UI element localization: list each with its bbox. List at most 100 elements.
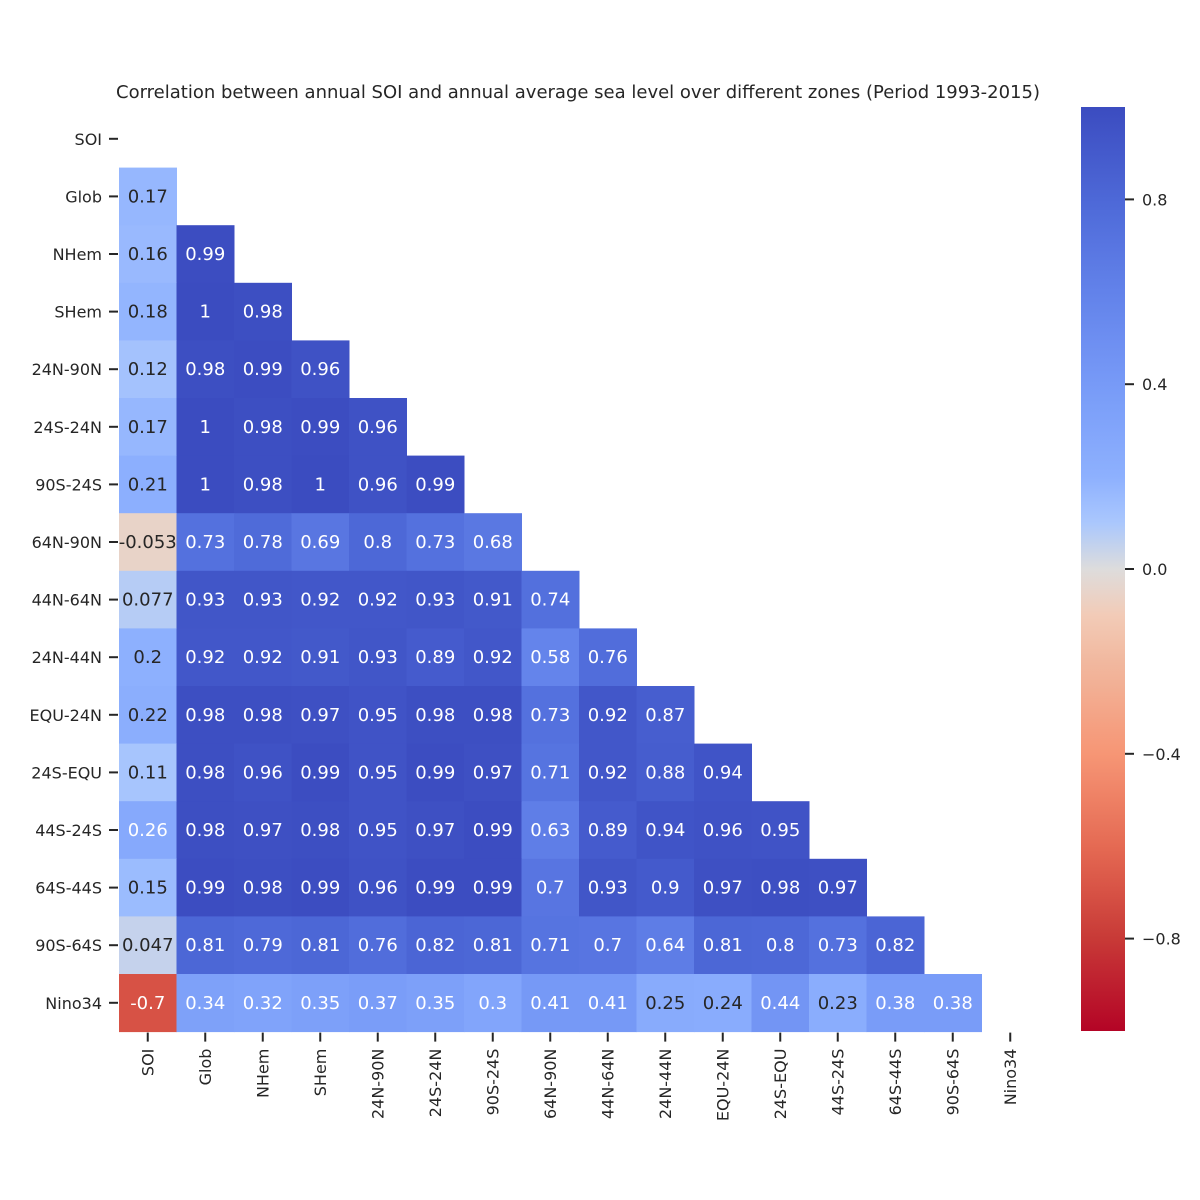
- heatmap-cell: [636, 858, 695, 917]
- y-tick-label: 64N-90N: [32, 533, 102, 552]
- y-tick-label: SHem: [54, 303, 102, 322]
- x-axis: SOI Glob NHem SHem 24N-90N 24S-24N 90S-24S 64N-…: [139, 1032, 1020, 1122]
- y-tick-label: 44S-24S: [35, 821, 102, 840]
- heatmap-cell: [176, 225, 235, 284]
- cell-value-label: 0.44: [760, 993, 800, 1014]
- heatmap-cell: [176, 801, 235, 860]
- cell-value-label: 0.96: [300, 359, 340, 380]
- cell-value-label: 0.21: [128, 474, 168, 495]
- heatmap-cell: [291, 398, 350, 457]
- heatmap-cell: [234, 801, 292, 860]
- cell-value-label: 0.37: [358, 993, 398, 1014]
- chart-title: Correlation between annual SOI and annua…: [116, 82, 1040, 103]
- cell-value-label: 0.9: [651, 878, 680, 899]
- cell-value-label: 0.97: [300, 705, 340, 726]
- colorbar-tick-label: 0.4: [1142, 375, 1167, 394]
- cell-value-label: 1: [200, 474, 211, 495]
- cell-value-label: 0.97: [243, 820, 283, 841]
- heatmap-cell: [694, 974, 752, 1033]
- cell-value-label: 0.74: [530, 590, 570, 611]
- heatmap-cell: [521, 858, 580, 917]
- heatmap-cell: [291, 858, 350, 917]
- x-tick-label: 44S-24S: [829, 1049, 848, 1116]
- y-tick-label: 90S-24S: [35, 475, 102, 494]
- heatmap-cell: [406, 570, 465, 629]
- heatmap-cell: [694, 801, 752, 860]
- heatmap-cell: [636, 801, 695, 860]
- cell-value-label: 0.8: [766, 935, 795, 956]
- colorbar-tick-label: −0.4: [1142, 745, 1181, 764]
- cell-value-label: 0.71: [530, 762, 570, 783]
- x-tick-label: SOI: [139, 1049, 158, 1076]
- cell-value-label: 0.95: [358, 820, 398, 841]
- cell-value-label: 0.93: [588, 878, 628, 899]
- cell-value-label: 1: [315, 474, 326, 495]
- y-tick-label: 64S-44S: [35, 879, 102, 898]
- heatmap-cell: [234, 398, 292, 457]
- cell-value-label: 0.98: [185, 705, 225, 726]
- heatmap-cell: [349, 858, 407, 917]
- heatmap-cell: [119, 570, 177, 629]
- cell-value-label: 1: [200, 302, 211, 323]
- heatmap-cell: [866, 916, 925, 975]
- heatmap-cell: [406, 743, 465, 802]
- heatmap-cell: [176, 858, 235, 917]
- cell-value-label: 0.99: [473, 820, 513, 841]
- heatmap-cell: [176, 398, 235, 457]
- heatmap-cell: [349, 801, 407, 860]
- colorbar: 0.8 0.4 0.0 −0.4 −0.8: [1081, 107, 1181, 1031]
- heatmap-cell: [176, 743, 235, 802]
- cell-value-label: 0.92: [300, 590, 340, 611]
- cell-value-label: 0.35: [300, 993, 340, 1014]
- heatmap-cell: [464, 570, 522, 629]
- heatmap-cell: [406, 513, 465, 572]
- cell-value-label: 0.81: [473, 935, 513, 956]
- heatmap-cell: [176, 628, 235, 687]
- heatmap-cell: [119, 974, 177, 1033]
- y-tick-label: 24S-EQU: [31, 763, 102, 782]
- heatmap-cell: [119, 743, 177, 802]
- x-tick-label: 90S-24S: [484, 1049, 503, 1116]
- cell-value-label: 0.32: [243, 993, 283, 1014]
- cell-value-label: 0.077: [122, 590, 174, 611]
- y-tick-label: Nino34: [45, 994, 102, 1013]
- x-tick-label: EQU-24N: [714, 1049, 733, 1122]
- cell-value-label: 0.92: [473, 647, 513, 668]
- heatmap-cell: [579, 628, 637, 687]
- cell-value-label: 0.73: [530, 705, 570, 726]
- cell-value-label: 0.95: [760, 820, 800, 841]
- heatmap-cell: [234, 858, 292, 917]
- x-tick-label: 44N-64N: [599, 1049, 618, 1119]
- cell-value-label: 0.25: [645, 993, 685, 1014]
- cell-value-label: 0.15: [128, 878, 168, 899]
- heatmap-cell: [119, 455, 177, 514]
- heatmap-cell: [464, 801, 522, 860]
- cell-value-label: 0.17: [128, 186, 168, 207]
- x-tick-label: 24N-90N: [369, 1049, 388, 1119]
- cell-value-label: -0.7: [130, 993, 165, 1014]
- cell-value-label: 0.96: [358, 878, 398, 899]
- heatmap-cell: [349, 743, 407, 802]
- cell-value-label: 0.92: [588, 705, 628, 726]
- heatmap-cell: [176, 513, 235, 572]
- y-tick-label: 24N-90N: [32, 360, 102, 379]
- cell-value-label: 0.12: [128, 359, 168, 380]
- cell-value-label: 0.81: [185, 935, 225, 956]
- heatmap-cell: [234, 686, 292, 745]
- y-tick-label: 24N-44N: [32, 648, 102, 667]
- heatmap-cell: [176, 570, 235, 629]
- cell-value-label: 0.94: [703, 762, 743, 783]
- cell-value-label: 0.96: [358, 417, 398, 438]
- heatmap-cell: [291, 513, 350, 572]
- cell-value-label: 0.93: [415, 590, 455, 611]
- cell-value-label: 0.98: [185, 762, 225, 783]
- y-tick-label: EQU-24N: [29, 706, 102, 725]
- cell-value-label: 0.79: [243, 935, 283, 956]
- cell-value-label: 0.3: [478, 993, 507, 1014]
- x-tick-label: Glob: [196, 1049, 215, 1086]
- heatmap-cell: [521, 570, 580, 629]
- heatmap-cell: [234, 628, 292, 687]
- x-tick-label: 64N-90N: [541, 1049, 560, 1119]
- heatmap-cell: [349, 686, 407, 745]
- heatmap-cell: [521, 916, 580, 975]
